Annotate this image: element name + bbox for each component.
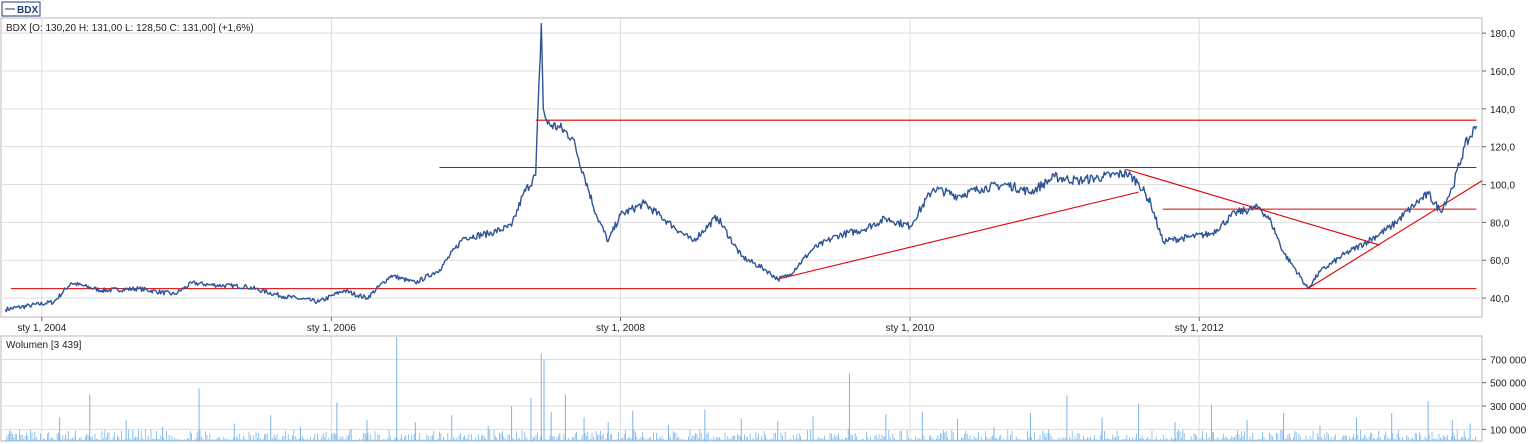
price-series-line	[4, 23, 1478, 313]
price-y-tick-label: 140,0	[1490, 105, 1515, 116]
price-y-tick-label: 60,0	[1490, 256, 1510, 267]
price-y-tick-label: 40,0	[1490, 294, 1510, 305]
volume-y-tick-label: 500 000	[1490, 379, 1527, 390]
price-y-tick-label: 160,0	[1490, 67, 1515, 78]
price-y-tick-label: 100,0	[1490, 181, 1515, 192]
volume-y-tick-label: 300 000	[1490, 402, 1527, 413]
x-tick-label: sty 1, 2010	[886, 323, 935, 334]
x-tick-label: sty 1, 2012	[1175, 323, 1224, 334]
symbol-tab-label: BDX	[17, 5, 38, 16]
x-tick-label: sty 1, 2004	[17, 323, 66, 334]
volume-bars	[5, 337, 1476, 441]
trendline-5[interactable]	[777, 191, 1139, 280]
price-legend: BDX [O: 130,20 H: 131,00 L: 128,50 C: 13…	[6, 23, 254, 34]
volume-legend: Wolumen [3 439]	[6, 340, 82, 351]
trendline-7[interactable]	[1307, 180, 1483, 290]
volume-y-axis: 100 000 300 000 500 000 700 000	[1482, 355, 1527, 436]
price-grid	[1, 18, 1482, 317]
x-tick-label: sty 1, 2008	[596, 323, 645, 334]
price-panel: 40,0 60,0 80,0 100,0 120,0 140,0 160,0 180,0 st…	[0, 17, 1515, 334]
volume-y-tick-label: 100 000	[1490, 425, 1527, 436]
price-y-tick-label: 120,0	[1490, 143, 1515, 154]
time-x-axis: sty 1, 2004 sty 1, 2006 sty 1, 2008 sty 1, …	[17, 317, 1224, 334]
volume-panel: 100 000 300 000 500 000 700 000 Wolumen [3 …	[0, 335, 1527, 442]
price-y-tick-label: 80,0	[1490, 218, 1510, 229]
symbol-tab[interactable]: BDX	[1, 1, 41, 17]
volume-y-tick-label: 700 000	[1490, 355, 1527, 366]
price-y-tick-label: 180,0	[1490, 29, 1515, 40]
price-y-axis: 40,0 60,0 80,0 100,0 120,0 140,0 160,0 180,0	[1482, 29, 1515, 305]
x-tick-label: sty 1, 2006	[307, 323, 356, 334]
